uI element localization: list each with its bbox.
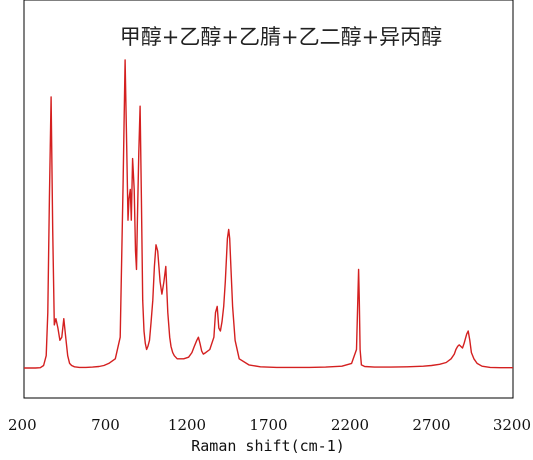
chart-title: 甲醇+乙醇+乙腈+乙二醇+异丙醇 — [120, 25, 442, 49]
x-axis-label: Raman shift(cm-1) — [191, 437, 345, 455]
x-tick-label: 1200 — [168, 416, 206, 434]
plot-frame — [23, 0, 514, 399]
series-line-spectrum — [24, 59, 513, 369]
x-tick-label: 2200 — [331, 416, 369, 434]
x-tick-label: 2700 — [412, 416, 450, 434]
x-tick-label: 200 — [8, 416, 37, 434]
x-tick-label: 1700 — [249, 416, 287, 434]
x-tick-label: 700 — [91, 416, 120, 434]
x-axis-ticks: 200 700 1200 1700 2200 2700 3200 — [8, 416, 531, 434]
x-tick-label: 3200 — [493, 416, 531, 434]
